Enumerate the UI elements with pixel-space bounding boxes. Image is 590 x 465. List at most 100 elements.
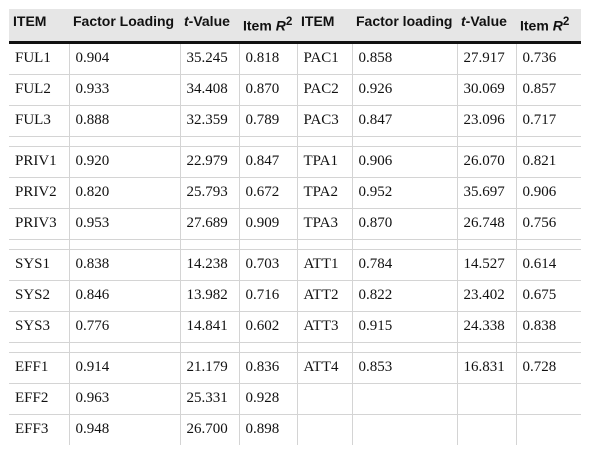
table-cell: 13.982 xyxy=(179,279,239,312)
table-cell: 14.841 xyxy=(179,310,239,343)
col-header-t-value-left: t-Value xyxy=(180,9,239,44)
separator-cell xyxy=(238,341,297,353)
separator-cell xyxy=(9,341,69,353)
table-cell: ATT4 xyxy=(296,351,352,384)
separator-cell xyxy=(68,135,180,147)
table-cell: 30.069 xyxy=(456,73,516,106)
separator-cell xyxy=(296,341,352,353)
table-row: EFF1 0.914 21.179 0.836 ATT4 0.853 16.831 0.728 xyxy=(9,351,581,384)
table-cell: PRIV3 xyxy=(9,207,69,240)
separator-cell xyxy=(179,135,239,147)
table-cell: 0.821 xyxy=(515,145,581,178)
table-cell: 14.527 xyxy=(456,248,516,281)
separator-cell xyxy=(351,135,457,147)
header-text: Factor Loading xyxy=(73,13,175,29)
table-cell: 0.675 xyxy=(515,279,581,312)
table-cell: 0.963 xyxy=(68,382,180,415)
table-cell: SYS1 xyxy=(9,248,69,281)
separator-cell xyxy=(296,135,352,147)
table-cell: 0.728 xyxy=(515,351,581,384)
table-cell: ATT3 xyxy=(296,310,352,343)
table-cell: 0.870 xyxy=(238,73,297,106)
table-cell: 26.748 xyxy=(456,207,516,240)
table-cell: 0.602 xyxy=(238,310,297,343)
col-header-factor-loading-left: Factor Loading xyxy=(69,9,180,44)
table-cell: ATT1 xyxy=(296,248,352,281)
separator-cell xyxy=(351,341,457,353)
col-header-item-r2-left: Item R2 xyxy=(239,9,297,44)
table-cell: 0.838 xyxy=(68,248,180,281)
table-cell: TPA2 xyxy=(296,176,352,209)
table-cell: 0.904 xyxy=(68,42,180,75)
table-row: SYS1 0.838 14.238 0.703 ATT1 0.784 14.527 0.614 xyxy=(9,248,581,281)
table-cell: 0.853 xyxy=(351,351,457,384)
table-cell: 0.717 xyxy=(515,104,581,137)
separator-cell xyxy=(456,135,516,147)
header-text: Factor loading xyxy=(356,13,453,29)
table-cell: 0.820 xyxy=(68,176,180,209)
table-cell: 23.402 xyxy=(456,279,516,312)
table-cell: SYS2 xyxy=(9,279,69,312)
table-cell: 0.672 xyxy=(238,176,297,209)
table-cell: 0.906 xyxy=(515,176,581,209)
table-row: PRIV3 0.953 27.689 0.909 TPA3 0.870 26.748 0.75… xyxy=(9,207,581,240)
table-cell: 0.836 xyxy=(238,351,297,384)
table-cell: 26.070 xyxy=(456,145,516,178)
table-cell xyxy=(296,382,352,415)
header-italic-r: R xyxy=(552,17,563,34)
separator-cell xyxy=(515,135,581,147)
table-cell: 25.331 xyxy=(179,382,239,415)
header-text: Item xyxy=(243,17,276,34)
table-cell xyxy=(296,413,352,445)
factor-loading-table: ITEM Factor Loading t-Value Item R2 ITEM… xyxy=(9,9,581,445)
table-row: FUL2 0.933 34.408 0.870 PAC2 0.926 30.069 0.857 xyxy=(9,73,581,106)
table-cell: 0.776 xyxy=(68,310,180,343)
table-row: FUL1 0.904 35.245 0.818 PAC1 0.858 27.917 0.736 xyxy=(9,42,581,75)
table-cell: 0.736 xyxy=(515,42,581,75)
separator-cell xyxy=(9,238,69,250)
table-cell xyxy=(515,413,581,445)
table-row: SYS2 0.846 13.982 0.716 ATT2 0.822 23.402 0.675 xyxy=(9,279,581,312)
table-cell: TPA3 xyxy=(296,207,352,240)
table-cell: 35.697 xyxy=(456,176,516,209)
table-cell: 0.870 xyxy=(351,207,457,240)
table-cell: 0.847 xyxy=(238,145,297,178)
header-text: ITEM xyxy=(301,13,335,29)
table-cell: 0.789 xyxy=(238,104,297,137)
separator-cell xyxy=(9,135,69,147)
table-cell: 34.408 xyxy=(179,73,239,106)
separator-cell xyxy=(296,238,352,250)
table-cell: 22.979 xyxy=(179,145,239,178)
table-cell: 21.179 xyxy=(179,351,239,384)
table-cell: 0.857 xyxy=(515,73,581,106)
table-cell: TPA1 xyxy=(296,145,352,178)
table-cell: 0.948 xyxy=(68,413,180,445)
table-cell: 35.245 xyxy=(179,42,239,75)
table-cell xyxy=(456,413,516,445)
table-cell: 25.793 xyxy=(179,176,239,209)
table-cell: 0.858 xyxy=(351,42,457,75)
table-cell: FUL1 xyxy=(15,50,51,67)
table-cell: 0.898 xyxy=(238,413,297,445)
group-separator xyxy=(9,238,581,250)
table-cell: 0.703 xyxy=(238,248,297,281)
table-cell xyxy=(456,382,516,415)
table-cell: 0.838 xyxy=(515,310,581,343)
table-cell: EFF3 xyxy=(9,413,69,445)
table-cell: 0.915 xyxy=(351,310,457,343)
table-cell: PRIV2 xyxy=(9,176,69,209)
table-cell: 0.909 xyxy=(238,207,297,240)
table-cell: 0.914 xyxy=(68,351,180,384)
table-cell: 0.952 xyxy=(351,176,457,209)
table-cell: 0.906 xyxy=(351,145,457,178)
table-cell: 0.756 xyxy=(515,207,581,240)
header-text: ITEM xyxy=(13,13,47,29)
table-cell: 26.700 xyxy=(179,413,239,445)
table-cell: 0.784 xyxy=(351,248,457,281)
group-separator xyxy=(9,135,581,147)
table-row: SYS3 0.776 14.841 0.602 ATT3 0.915 24.338 0.838 xyxy=(9,310,581,343)
separator-cell xyxy=(515,238,581,250)
col-header-item-r2-right: Item R2 xyxy=(516,9,581,44)
table-cell: 0.926 xyxy=(351,73,457,106)
table-cell: 0.888 xyxy=(68,104,180,137)
